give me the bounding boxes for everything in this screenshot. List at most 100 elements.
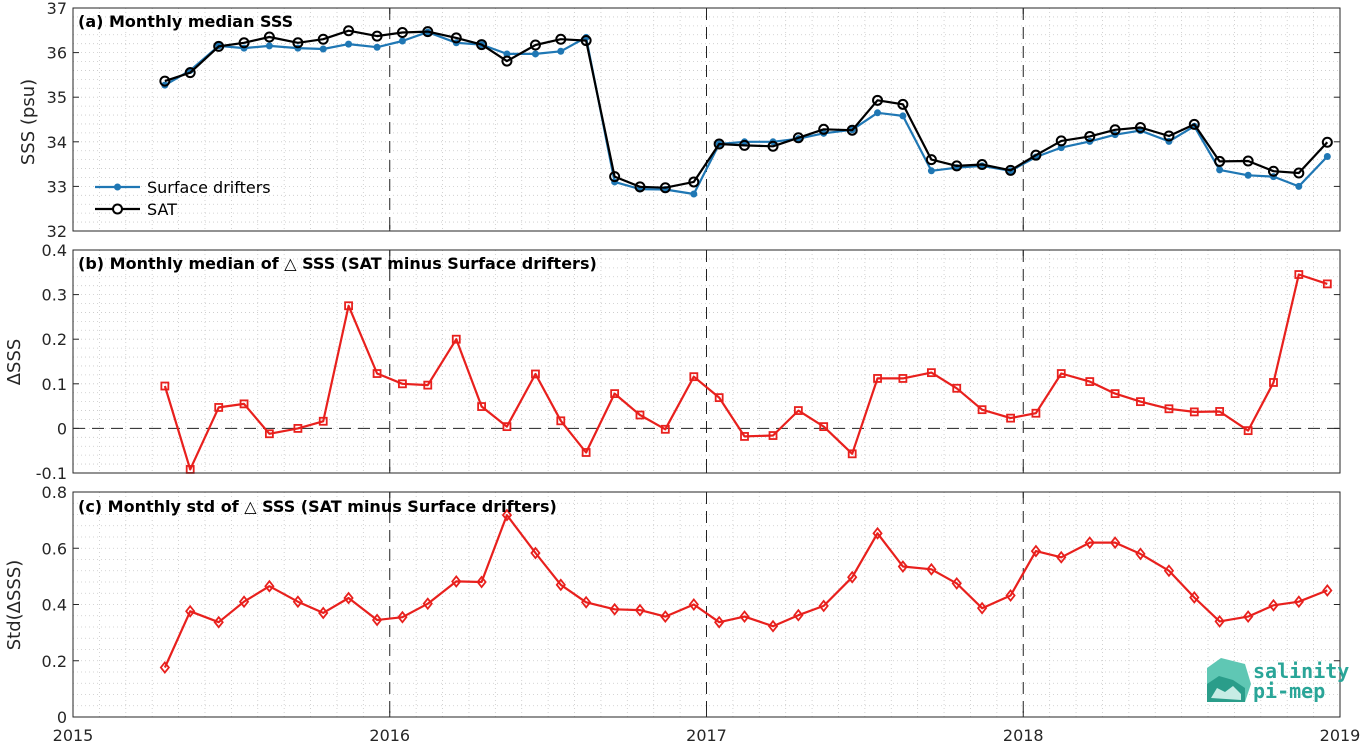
panel-c-point <box>926 562 937 576</box>
panel-b-point <box>689 372 699 382</box>
panel-b-point <box>477 402 487 411</box>
panel-b-point <box>635 410 645 420</box>
panel-a-point-sat <box>767 140 779 152</box>
panel-a-point-surface-drifters <box>265 42 273 50</box>
panel-a-point-sat <box>739 139 751 151</box>
panel-c-title: (c) Monthly std of △ SSS (SAT minus Surf… <box>78 497 557 516</box>
panel-b-point <box>1215 407 1225 416</box>
panel-c-point <box>1135 547 1146 561</box>
panel-c-point <box>609 602 620 616</box>
panel-c-point <box>451 574 462 588</box>
panel-b-point <box>1136 397 1145 407</box>
salinity-pi-mep-logo: salinity pi-mep <box>1207 658 1349 703</box>
panel-b-point <box>344 301 353 311</box>
panel-c-point <box>1189 591 1200 604</box>
panel-b-series-line-delta <box>163 273 1328 471</box>
panel-a-point-sat <box>1242 155 1254 167</box>
panel-c-series-line-delta <box>163 513 1328 668</box>
panel-b-point <box>1006 413 1015 423</box>
panel-c-point <box>292 595 304 609</box>
panel-c-ytick-label: 0.2 <box>42 652 67 671</box>
panel-b-ytick-label: 0 <box>57 419 67 438</box>
logo-wave-highlight <box>1211 686 1241 700</box>
panel-c-grid <box>73 492 1340 717</box>
panel-c-ytick-label: 0.4 <box>42 596 67 615</box>
panel-b-point <box>1056 369 1066 378</box>
panel-b-ylabel: ΔSSS <box>4 339 25 386</box>
panel-a-point-sat <box>1134 122 1146 134</box>
panel-b-point <box>660 424 670 434</box>
panel-c-point <box>1322 583 1333 597</box>
panel-a-point-sat <box>213 40 225 52</box>
panel-a-ytick-label: 32 <box>47 222 67 241</box>
panel-b-point <box>581 448 591 457</box>
panel-c-series <box>159 508 1333 674</box>
panel-a-point-surface-drifters <box>1323 153 1331 161</box>
panel-a-point-sat <box>1321 136 1333 148</box>
panel-c-point <box>238 595 250 609</box>
panel-a-point-sat <box>263 31 275 43</box>
panel-a-point-sat <box>872 94 884 106</box>
panel-c: 0 0.2 0.4 0.6 0.8 (c) Monthly std of △ SSS (… <box>4 483 1341 727</box>
panel-b-point <box>451 334 461 344</box>
panel-b-point <box>1322 279 1332 289</box>
panel-a-point-sat <box>476 39 488 51</box>
panel-c-point <box>343 591 354 605</box>
panel-c-xticks <box>72 492 1341 717</box>
panel-a-point-sat <box>1109 124 1121 136</box>
panel-a-title: (a) Monthly median SSS <box>78 12 293 31</box>
panel-c-point <box>688 598 699 611</box>
panel-c-point <box>872 526 883 540</box>
panel-a-point-sat <box>1055 135 1067 147</box>
panel-b-point <box>610 389 620 399</box>
panel-a-point-sat <box>688 176 700 188</box>
panel-a-point-sat <box>529 39 541 51</box>
x-tick-label: 2017 <box>686 726 727 745</box>
panel-c-ytick-label: 0 <box>57 708 67 727</box>
panel-c-point <box>264 579 275 593</box>
panel-c-point <box>767 619 779 633</box>
panel-c-ytick-label: 0.6 <box>42 539 67 558</box>
panel-c-point <box>371 613 383 627</box>
panel-b-point <box>239 399 249 409</box>
panel-a-ylabel: SSS (psu) <box>18 79 39 165</box>
panel-b-point <box>1031 408 1041 418</box>
panel-a-point-sat <box>1030 149 1042 161</box>
panel-b-point <box>819 422 829 432</box>
legend-marker-sat <box>112 203 123 215</box>
panel-c-point <box>818 599 829 613</box>
panel-a-point-surface-drifters <box>503 50 511 58</box>
panel-b-ytick-label: -0.1 <box>36 464 67 483</box>
panel-b-point <box>740 432 749 441</box>
panel-a-ytick-label: 34 <box>47 133 67 152</box>
panel-b-point <box>1243 426 1253 436</box>
panel-c-point <box>1242 610 1254 624</box>
panel-a-point-sat <box>371 30 383 42</box>
panel-a-point-sat <box>159 75 171 87</box>
panel-b-point <box>847 449 857 459</box>
panel-a-point-sat <box>713 138 725 150</box>
panel-b-ytick-label: 0.1 <box>42 375 67 394</box>
panel-a-point-surface-drifters <box>899 112 907 120</box>
panel-a-point-sat <box>634 181 646 193</box>
panel-a-point-surface-drifters <box>557 47 565 55</box>
panel-c-point <box>714 615 725 629</box>
panel-b-point <box>873 374 882 383</box>
panel-c-point <box>185 604 196 618</box>
panel-b-series <box>160 270 1332 474</box>
panel-a-point-surface-drifters <box>319 45 327 53</box>
panel-c-point <box>976 601 988 615</box>
panel-b-point <box>926 368 936 378</box>
panel-b-point <box>556 416 566 426</box>
panel-a-point-sat <box>1005 164 1017 176</box>
panel-c-point <box>476 575 487 589</box>
panel-b-point <box>264 429 274 439</box>
panel-a-point-sat <box>343 25 355 37</box>
logo-line2: pi-mep <box>1253 679 1325 703</box>
panel-c-point <box>634 603 646 617</box>
panel-c-point <box>1056 550 1067 564</box>
panel-c-point <box>1030 544 1042 558</box>
